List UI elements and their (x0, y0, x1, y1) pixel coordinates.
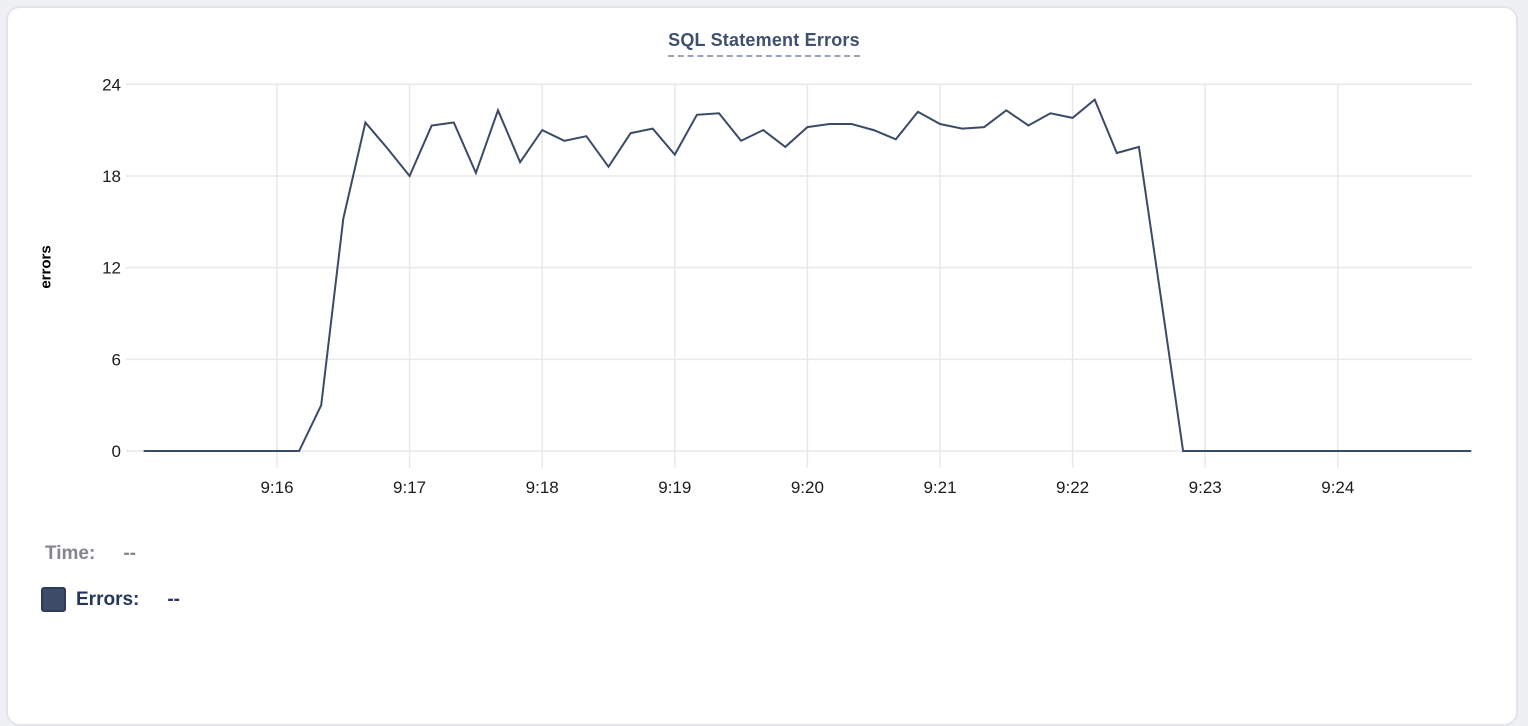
x-tick-label: 9:21 (923, 478, 956, 497)
chart-card (6, 6, 1518, 726)
errors-series-swatch-icon (41, 587, 66, 612)
y-tick-label: 12 (102, 259, 121, 278)
chart-title-link[interactable]: SQL Statement Errors (668, 30, 860, 57)
tooltip-time-row: Time: -- (45, 543, 136, 565)
x-tick-label: 9:16 (260, 478, 293, 497)
legend-item-errors[interactable]: Errors: -- (41, 587, 180, 612)
tooltip-time-label: Time: (45, 543, 96, 564)
y-tick-label: 0 (112, 442, 121, 461)
errors-line-chart[interactable]: 0 6 12 18 24 9:16 9:17 9:18 9:19 9:20 9:21 9:22 9:23… (0, 0, 1528, 512)
legend-errors-label: Errors: (76, 588, 140, 610)
x-tick-label: 9:24 (1321, 478, 1354, 497)
y-tick-label: 24 (102, 75, 121, 94)
y-tick-label: 18 (102, 167, 121, 186)
errors-series-line (143, 97, 1472, 452)
y-tick-label: 6 (112, 350, 121, 369)
tooltip-errors-value: -- (167, 588, 181, 610)
chart-header: SQL Statement Errors (0, 30, 1528, 57)
tooltip-time-value: -- (123, 543, 136, 564)
x-tick-label: 9:17 (393, 478, 426, 497)
y-axis-title: errors (37, 245, 55, 289)
x-tick-label: 9:23 (1189, 478, 1222, 497)
x-tick-label: 9:19 (658, 478, 691, 497)
x-tick-label: 9:22 (1056, 478, 1089, 497)
x-tick-label: 9:20 (791, 478, 824, 497)
x-tick-label: 9:18 (526, 478, 559, 497)
